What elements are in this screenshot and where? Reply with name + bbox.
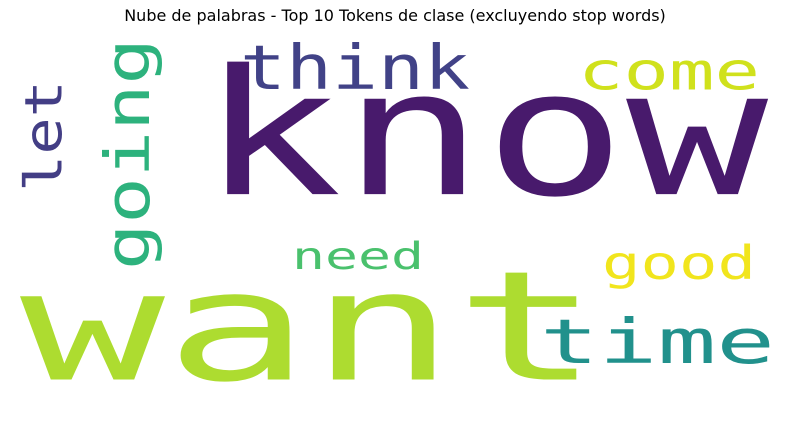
word-know: know <box>200 32 768 235</box>
word-want: want <box>20 238 600 415</box>
word-going: going <box>93 38 164 270</box>
word-need: need <box>292 235 424 279</box>
chart-title: Nube de palabras - Top 10 Tokens de clas… <box>124 6 666 25</box>
word-come: come <box>578 43 760 103</box>
word-think: think <box>240 33 470 104</box>
word-good: good <box>602 237 756 291</box>
word-time: time <box>540 307 775 379</box>
word-let: let <box>15 80 74 192</box>
